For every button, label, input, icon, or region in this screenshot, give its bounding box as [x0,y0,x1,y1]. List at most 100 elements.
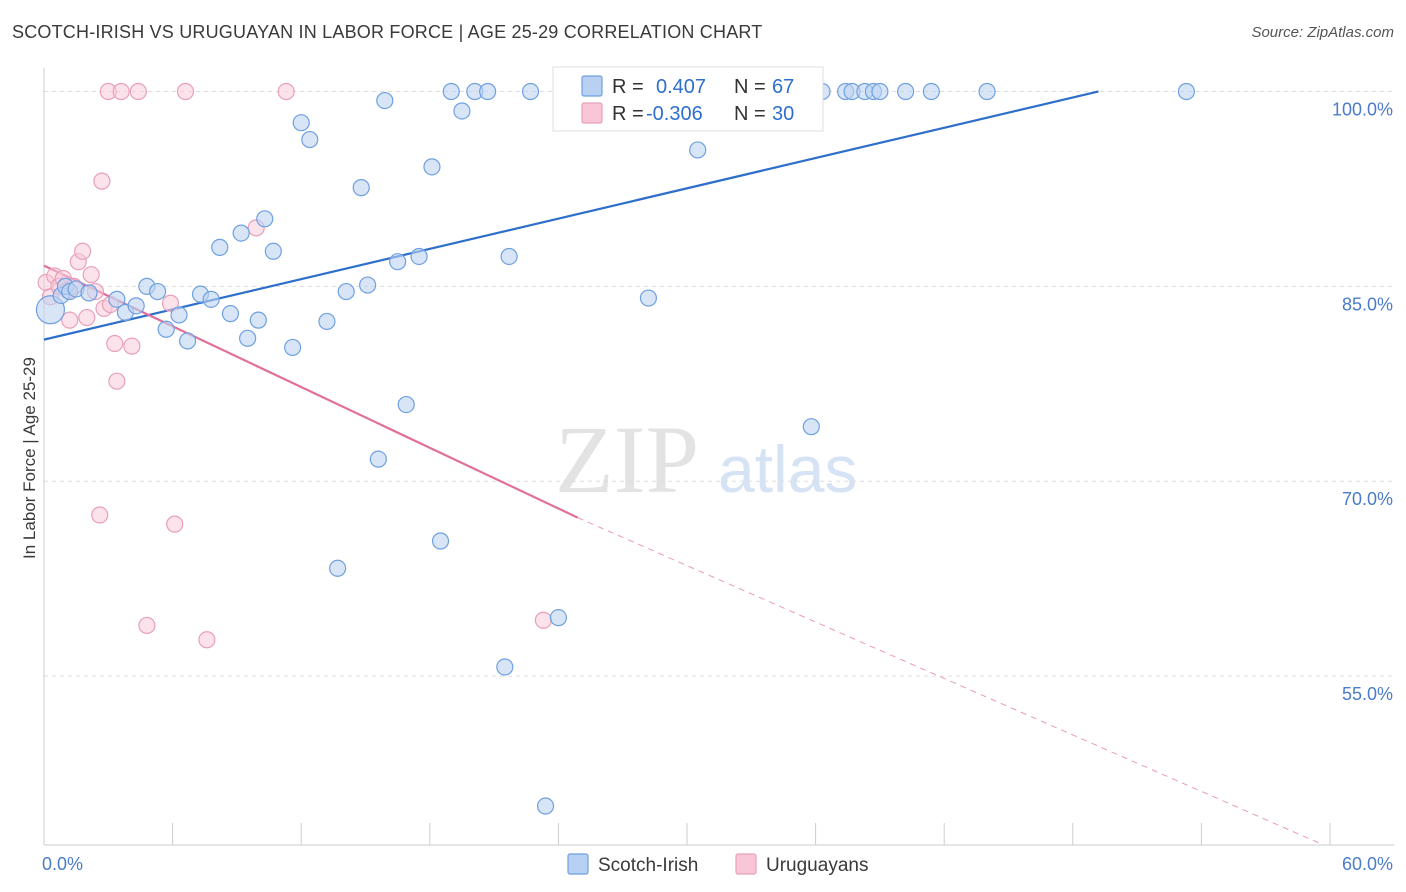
uruguayans-point [123,337,141,355]
scotch-irish-point [453,102,471,120]
uruguayans-point [93,172,111,190]
scotch-irish-point [221,305,240,323]
scotch-irish-point [108,290,126,308]
uruguayans-point [166,515,184,533]
uruguayans-point [78,308,96,327]
scotch-irish-point [479,82,497,101]
scotch-irish-point [249,311,267,329]
scotch-irish-point [127,297,145,315]
scotch-irish-point [352,179,370,197]
legend-swatch-uruguayans [735,853,757,875]
stats-r-label-pink: R = [612,103,644,125]
uruguayans-point [534,611,552,629]
scotch-irish-point [871,82,889,101]
scotch-irish-point [397,395,415,414]
y-tick-label: 100.0% [1332,99,1393,119]
scotch-irish-point [389,253,407,271]
stats-box: R = 0.407 N = 67 R = -0.306 N = 30 [552,66,824,132]
legend-item-uruguayans[interactable]: Uruguayans [735,853,868,876]
uruguayans-point [112,82,130,101]
stats-swatch-blue [581,75,603,97]
scotch-irish-point [284,338,302,357]
stats-n-label-pink: N = [734,103,766,125]
y-tick-label: 85.0% [1342,294,1393,314]
stats-r-value-blue: 0.407 [656,76,706,98]
uruguayans-point [161,294,180,312]
uruguayans-point [106,334,124,353]
uruguayans-point [61,311,79,329]
scotch-irish-point [431,532,450,550]
uruguayans-point [198,631,216,649]
scotch-irish-point [359,276,377,294]
stats-n-value-blue: 67 [772,76,794,98]
watermark-atlas: atlas [718,432,857,506]
scotch-irish-point [264,242,282,260]
scotch-irish-point [423,158,441,176]
scotch-irish-point [496,658,514,676]
uruguayans-point [73,242,92,260]
scotch-irish-point [148,282,167,301]
scotch-irish-point [410,247,428,266]
scotch-irish-point [301,130,319,149]
stats-n-value-pink: 30 [772,103,794,125]
source-label: Source: ZipAtlas.com [1251,24,1394,41]
chart-title: SCOTCH-IRISH VS URUGUAYAN IN LABOR FORCE… [12,22,763,42]
axes: 55.0% 70.0% 85.0% 100.0% [43,68,1394,846]
scotch-irish-point [232,224,250,242]
stats-r-label-blue: R = [612,76,644,98]
uruguayans-point [129,82,147,101]
scotch-irish-point [80,284,98,302]
y-tick-label: 70.0% [1342,489,1393,509]
scotch-irish-point [1177,82,1195,101]
uruguayans-point [176,82,195,101]
x-tick-label-min: 0.0% [42,854,83,874]
stats-n-label-blue: N = [734,76,766,98]
legend-label-scotch-irish: Scotch-Irish [598,855,698,876]
scotch-irish-point [639,289,658,307]
scotch-irish-point [318,312,336,331]
scotch-irish-point [256,210,274,228]
watermark: ZIP atlas [555,406,857,513]
scotch-irish-point [157,320,175,338]
scotch-irish-point [211,238,229,256]
uruguayans-point [108,372,126,390]
uruguayans-point [277,82,295,101]
uruguayans-point [138,616,156,635]
scotch-irish-point [442,82,460,101]
data-points [35,82,1195,815]
stats-swatch-pink [581,102,603,124]
scotch-irish-point [536,797,555,815]
x-tick-label-max: 60.0% [1342,854,1393,874]
scotch-irish-point [802,418,820,436]
scotch-irish-point [239,329,257,347]
legend-item-scotch-irish[interactable]: Scotch-Irish [567,853,698,876]
scotch-irish-point [179,332,197,350]
uruguayans-trend-extension [577,517,1324,846]
uruguayans-point [82,266,100,284]
legend: Scotch-Irish Uruguayans [567,853,868,876]
legend-label-uruguayans: Uruguayans [766,855,868,876]
scotch-irish-point [922,82,940,101]
y-axis-title: In Labor Force | Age 25-29 [20,357,39,559]
y-tick-label: 55.0% [1342,684,1393,704]
scotch-irish-point [170,306,188,324]
scotch-irish-trend-line [43,90,1099,341]
watermark-zip: ZIP [555,406,699,513]
scotch-irish-point [376,91,394,110]
scotch-irish-point [521,82,540,101]
scotch-irish-point [292,114,310,132]
scotch-irish-point [500,247,518,266]
scotch-irish-point [329,559,347,577]
scotch-irish-point [897,82,915,101]
stats-r-value-pink: -0.306 [646,103,703,125]
scotch-irish-point [549,609,568,627]
scotch-irish-point [369,450,387,468]
legend-swatch-scotch-irish [567,853,589,875]
scotch-irish-point [978,82,996,101]
scotch-irish-point [689,141,707,159]
scotch-irish-point [337,282,355,301]
uruguayans-point [91,506,109,524]
scotch-irish-point [202,290,220,308]
gridlines [44,90,1394,677]
